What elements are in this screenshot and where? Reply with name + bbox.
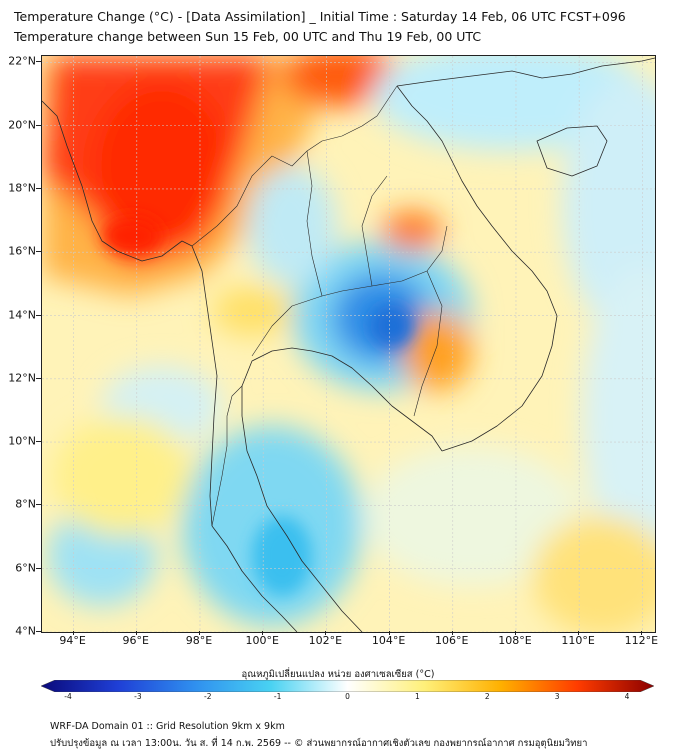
lon-tick-label: 112°E (624, 634, 659, 647)
lon-tick-label: 96°E (122, 634, 150, 647)
lon-tick-label: 110°E (561, 634, 595, 647)
lon-tick (641, 631, 643, 635)
lon-tick (451, 631, 453, 635)
lat-tick-label: 20°N (8, 118, 36, 132)
lat-tick (36, 251, 41, 253)
colorbar-tick-label: -2 (204, 692, 212, 701)
lat-tick-label: 10°N (8, 434, 36, 448)
lon-tick (72, 631, 74, 635)
lon-tick (198, 631, 200, 635)
lon-tick-label: 100°E (245, 634, 279, 647)
colorbar-tick-label: 0 (345, 692, 350, 701)
lon-tick (514, 631, 516, 635)
colorbar-tick-label: -4 (64, 692, 72, 701)
lon-tick-label: 102°E (308, 634, 343, 647)
lon-tick (262, 631, 264, 635)
lon-tick-label: 98°E (185, 634, 213, 647)
map-subtitle: Temperature change between Sun 15 Feb, 0… (14, 29, 482, 44)
lat-tick-label: 8°N (15, 497, 36, 511)
lat-tick-label: 22°N (8, 54, 36, 68)
lat-tick (36, 314, 41, 316)
colorbar (41, 680, 654, 692)
lat-tick (36, 124, 41, 126)
lat-tick (36, 567, 41, 569)
footer-model-info: WRF-DA Domain 01 :: Grid Resolution 9km … (50, 721, 285, 732)
lat-tick (36, 377, 41, 379)
lat-tick-label: 12°N (8, 371, 36, 385)
coastlines (42, 57, 655, 632)
temperature-change-map (41, 55, 656, 633)
map-title: Temperature Change (°C) - [Data Assimila… (14, 9, 626, 24)
lat-tick-label: 16°N (8, 244, 36, 258)
lat-tick (36, 441, 41, 443)
lat-tick-label: 18°N (8, 181, 36, 195)
colorbar-tick-label: -3 (134, 692, 142, 701)
lon-tick (135, 631, 137, 635)
lon-tick-label: 104°E (371, 634, 406, 647)
map-gridlines (42, 56, 655, 632)
lon-tick (388, 631, 390, 635)
lat-tick (36, 631, 41, 632)
lat-tick-label: 14°N (8, 308, 36, 322)
map-canvas (42, 56, 655, 632)
colorbar-tick-label: 2 (484, 692, 490, 701)
lon-tick-label: 106°E (435, 634, 469, 647)
colorbar-tick-label: 1 (414, 692, 420, 701)
colorbar-tick-label: 3 (554, 692, 560, 701)
lon-tick (325, 631, 327, 635)
lat-tick (36, 504, 41, 506)
lon-tick (578, 631, 580, 635)
colorbar-label: อุณหภูมิเปลี่ยนแปลง หน่วย องศาเซลเซียส (… (241, 669, 435, 680)
footer-credits: ปรับปรุงข้อมูล ณ เวลา 13:00น. วัน ส. ที่… (50, 738, 588, 749)
colorbar-tick-label: 4 (624, 692, 630, 701)
colorbar-tick-label: -1 (273, 692, 282, 701)
lat-tick (36, 187, 41, 189)
lat-tick (36, 61, 41, 63)
lat-tick-label: 6°N (15, 561, 36, 575)
lon-tick-label: 94°E (59, 634, 86, 647)
lon-tick-label: 108°E (498, 634, 532, 647)
lat-tick-label: 4°N (15, 624, 36, 638)
